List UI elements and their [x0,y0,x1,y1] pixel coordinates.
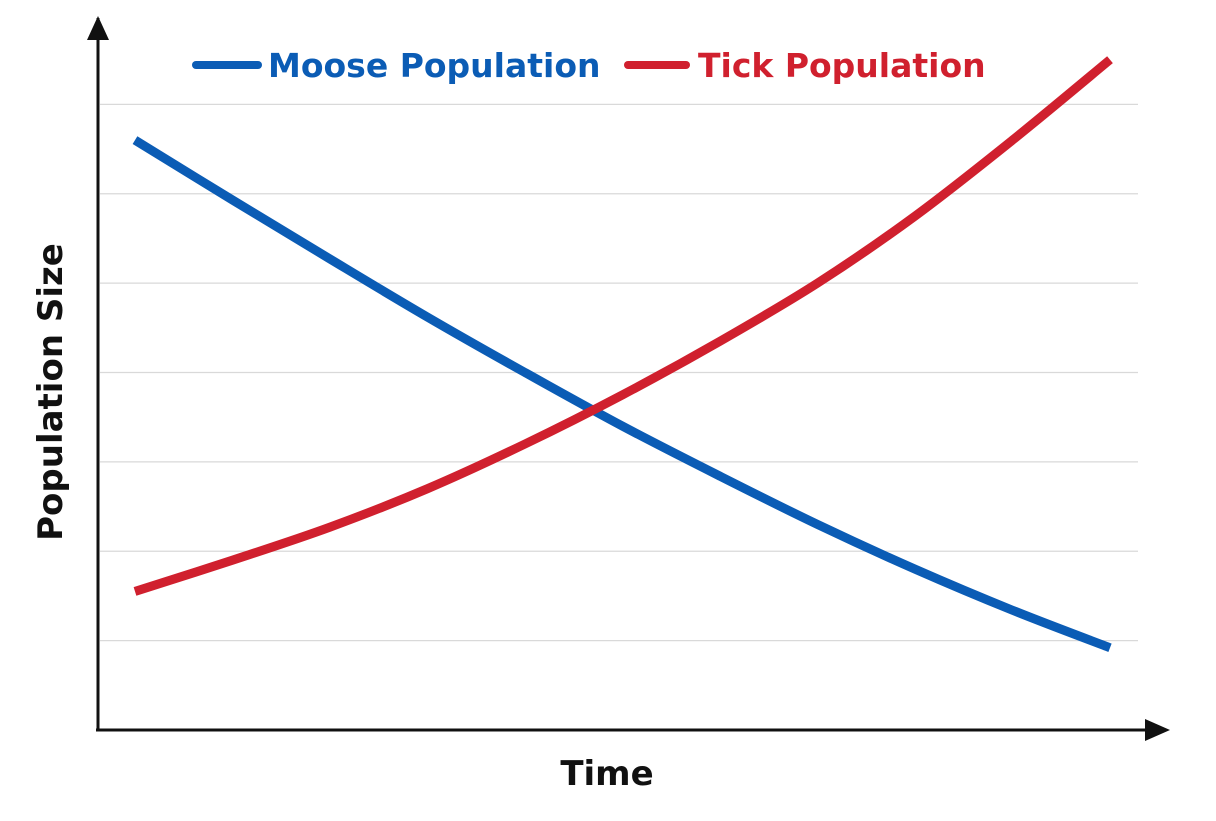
legend-item-tick: Tick Population [624,46,986,85]
y-axis-title: Population Size [31,243,71,541]
legend-label-tick: Tick Population [698,46,986,85]
y-axis-arrow [87,16,109,40]
x-axis-title: Time [560,754,653,794]
legend-label-moose: Moose Population [268,46,601,85]
gridlines [100,103,1138,642]
series-line-moose [132,136,1112,652]
legend-item-moose: Moose Population [192,46,601,85]
x-axis-arrow [1145,719,1170,741]
series-layer [132,56,1113,652]
series-line-tick [133,56,1113,596]
legend: Moose Population Tick Population [192,46,986,85]
